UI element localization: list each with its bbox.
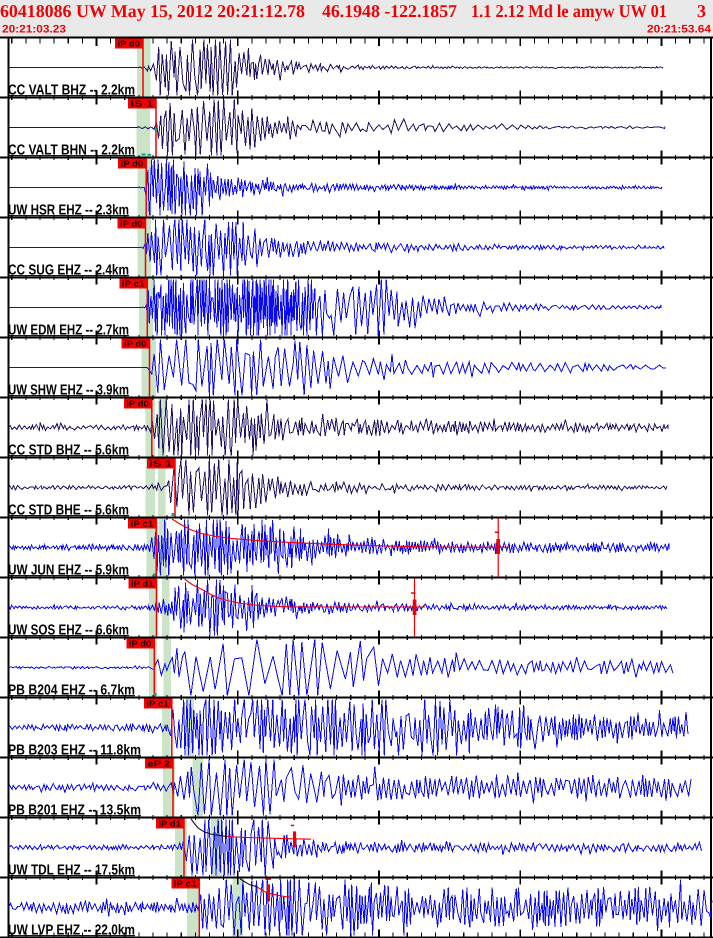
svg-text:eP 2: eP 2 — [148, 759, 171, 769]
svg-text:iP d0: iP d0 — [121, 159, 144, 169]
svg-text:iP d0: iP d0 — [129, 639, 152, 649]
svg-text:iP d1: iP d1 — [159, 819, 182, 829]
svg-text:1.1 2.12 Md le amyw UW 01: 1.1 2.12 Md le amyw UW 01 — [471, 1, 667, 21]
svg-text:PB B204 EHZ -- 6.7km: PB B204 EHZ -- 6.7km — [8, 682, 135, 698]
svg-text:iP d0: iP d0 — [120, 219, 143, 229]
svg-text:CC STD BHZ -- 5.6km: CC STD BHZ -- 5.6km — [8, 442, 129, 458]
svg-text:PB B201 EHZ -- 13.5km: PB B201 EHZ -- 13.5km — [8, 802, 141, 818]
svg-text:iP c1: iP c1 — [174, 879, 197, 889]
svg-text:UW JUN EHZ -- 5.9km: UW JUN EHZ -- 5.9km — [8, 562, 129, 578]
svg-text:UW EDM EHZ -- 2.7km: UW EDM EHZ -- 2.7km — [8, 322, 129, 338]
svg-text:UW SOS EHZ -- 6.6km: UW SOS EHZ -- 6.6km — [8, 622, 129, 638]
svg-text:iS 1: iS 1 — [131, 99, 154, 109]
svg-text:UW SHW EHZ -- 3.9km: UW SHW EHZ -- 3.9km — [8, 382, 129, 398]
svg-text:UW TDL EHZ -- 17.5km: UW TDL EHZ -- 17.5km — [8, 862, 135, 878]
svg-text:CC VALT BHZ -- 2.2km: CC VALT BHZ -- 2.2km — [8, 82, 135, 98]
svg-text:3: 3 — [697, 1, 706, 21]
svg-text:60418086 UW May 15, 2012 20:21: 60418086 UW May 15, 2012 20:21:12.78 — [0, 1, 305, 21]
svg-text:20:21:03.23: 20:21:03.23 — [2, 24, 66, 36]
svg-text:iS 1: iS 1 — [150, 459, 173, 469]
svg-text:iP d0: iP d0 — [118, 39, 141, 49]
svg-text:46.1948 -122.1857: 46.1948 -122.1857 — [322, 1, 457, 21]
svg-text:iP d0: iP d0 — [126, 399, 149, 409]
svg-text:20:21:53.64: 20:21:53.64 — [647, 24, 712, 36]
svg-text:UW LVP EHZ -- 22.0km: UW LVP EHZ -- 22.0km — [8, 922, 135, 938]
svg-text:CC SUG EHZ -- 2.4km: CC SUG EHZ -- 2.4km — [8, 262, 129, 278]
svg-text:CC STD BHE -- 5.6km: CC STD BHE -- 5.6km — [8, 502, 129, 518]
svg-text:UW HSR EHZ -- 2.3km: UW HSR EHZ -- 2.3km — [8, 202, 129, 218]
svg-text:iP c1: iP c1 — [131, 519, 154, 529]
svg-text:CC VALT BHN -- 2.2km: CC VALT BHN -- 2.2km — [8, 142, 135, 158]
svg-text:iP d0: iP d0 — [124, 339, 147, 349]
svg-text:iP c1: iP c1 — [122, 279, 145, 289]
svg-text:PB B203 EHZ -- 11.8km: PB B203 EHZ -- 11.8km — [8, 742, 141, 758]
svg-text:iP d1: iP d1 — [131, 579, 154, 589]
svg-text:iP c1: iP c1 — [146, 699, 169, 709]
